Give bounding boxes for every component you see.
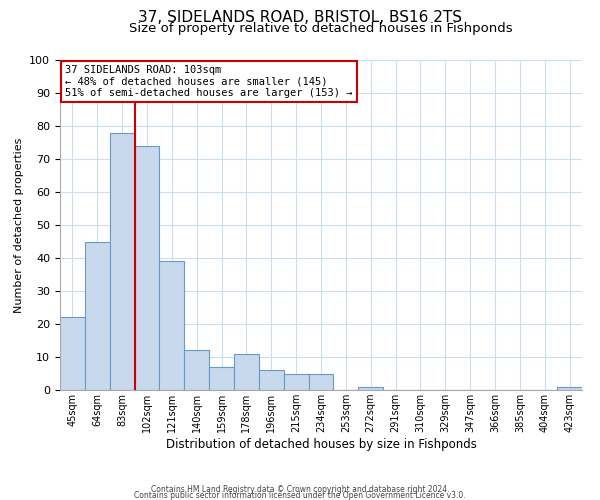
Bar [134, 146, 160, 390]
Text: 37, SIDELANDS ROAD, BRISTOL, BS16 2TS: 37, SIDELANDS ROAD, BRISTOL, BS16 2TS [138, 10, 462, 25]
Bar [60, 318, 85, 390]
Bar [557, 386, 582, 390]
Bar [184, 350, 209, 390]
Bar [160, 262, 184, 390]
Text: Contains public sector information licensed under the Open Government Licence v3: Contains public sector information licen… [134, 490, 466, 500]
Bar [234, 354, 259, 390]
Bar [110, 132, 134, 390]
X-axis label: Distribution of detached houses by size in Fishponds: Distribution of detached houses by size … [166, 438, 476, 451]
Bar [209, 367, 234, 390]
Text: 37 SIDELANDS ROAD: 103sqm
← 48% of detached houses are smaller (145)
51% of semi: 37 SIDELANDS ROAD: 103sqm ← 48% of detac… [65, 65, 353, 98]
Title: Size of property relative to detached houses in Fishponds: Size of property relative to detached ho… [129, 22, 513, 35]
Bar [85, 242, 110, 390]
Y-axis label: Number of detached properties: Number of detached properties [14, 138, 24, 312]
Bar [308, 374, 334, 390]
Text: Contains HM Land Registry data © Crown copyright and database right 2024.: Contains HM Land Registry data © Crown c… [151, 484, 449, 494]
Bar [259, 370, 284, 390]
Bar [358, 386, 383, 390]
Bar [284, 374, 308, 390]
